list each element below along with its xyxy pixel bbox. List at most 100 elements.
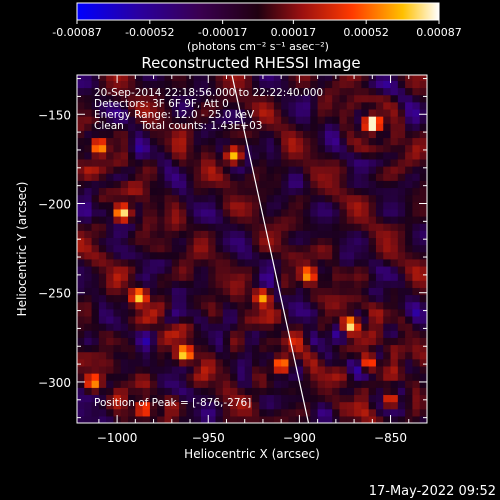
heatmap-cell (390, 144, 399, 153)
heatmap-cell (303, 258, 311, 267)
heatmap-cell (303, 308, 311, 317)
heatmap-cell (397, 237, 406, 246)
x-tick-label: −900 (283, 431, 316, 445)
heatmap-cell (419, 380, 427, 388)
heatmap-cell (171, 415, 180, 423)
heatmap-cell (303, 344, 311, 353)
heatmap-cell (222, 230, 231, 238)
heatmap-cell (237, 415, 246, 423)
heatmap-cell (361, 80, 370, 89)
heatmap-cell (98, 244, 107, 253)
heatmap-cell (266, 294, 275, 303)
heatmap-cell (98, 330, 107, 338)
heatmap-cell (91, 315, 100, 324)
heatmap-cell (397, 273, 406, 281)
heatmap-cell (281, 166, 290, 174)
heatmap-cell (157, 137, 166, 146)
heatmap-cell (200, 144, 209, 153)
heatmap-cell (106, 394, 115, 403)
heatmap-cell (266, 201, 275, 210)
heatmap-cell (171, 401, 180, 410)
heatmap-cell (383, 308, 392, 317)
heatmap-cell (128, 308, 136, 317)
heatmap-cell (222, 108, 231, 117)
heatmap-cell (106, 365, 115, 374)
heatmap-cell (164, 273, 173, 281)
heatmap-cell (419, 194, 427, 203)
heatmap-cell (368, 158, 377, 167)
heatmap-cell (405, 173, 414, 181)
heatmap-cell (237, 408, 246, 417)
heatmap-cell (346, 75, 355, 81)
heatmap-cell (332, 251, 341, 260)
heatmap-cell (98, 315, 107, 324)
heatmap-cell (390, 351, 399, 360)
heatmap-cell (135, 151, 144, 160)
heatmap-cell (375, 130, 384, 139)
heatmap-cell (149, 258, 158, 267)
heatmap-cell (288, 237, 297, 246)
heatmap-cell (390, 344, 399, 353)
heatmap-cell (259, 387, 268, 396)
heatmap-cell (368, 180, 377, 189)
heatmap-cell (179, 116, 187, 124)
heatmap-cell (244, 130, 253, 139)
heatmap-cell (383, 123, 392, 131)
heatmap-cell (317, 180, 326, 189)
heatmap-cell (332, 87, 341, 96)
heatmap-cell (412, 330, 421, 338)
heatmap-cell (149, 101, 158, 110)
heatmap-cell (310, 351, 319, 360)
peak-position-label: Position of Peak = [-876,-276] (94, 397, 252, 409)
heatmap-cell (222, 101, 231, 110)
heatmap-cell (142, 308, 151, 317)
heatmap-cell (259, 123, 268, 131)
heatmap-cell (339, 415, 348, 423)
heatmap-cell (186, 308, 195, 317)
heatmap-cell (295, 108, 304, 117)
heatmap-cell (310, 80, 319, 89)
heatmap-cell (390, 173, 399, 181)
heatmap-cell (324, 251, 333, 260)
heatmap-cell (339, 258, 348, 267)
heatmap-cell (383, 187, 392, 196)
heatmap-cell (149, 273, 158, 281)
heatmap-cell (412, 401, 421, 410)
heatmap-cell (200, 251, 209, 260)
heatmap-cell (252, 101, 260, 110)
heatmap-cell (419, 294, 427, 303)
heatmap-cell (259, 94, 268, 103)
heatmap-cell (179, 94, 187, 103)
heatmap-cell (237, 151, 246, 160)
heatmap-cell (120, 166, 129, 174)
heatmap-cell (98, 237, 107, 246)
heatmap-cell (295, 330, 304, 338)
heatmap-cell (412, 180, 421, 189)
heatmap-cell (419, 280, 427, 288)
heatmap-cell (215, 280, 224, 288)
heatmap-cell (288, 408, 297, 417)
heatmap-cell (390, 187, 399, 196)
heatmap-cell (244, 273, 253, 281)
heatmap-cell (186, 337, 195, 346)
heatmap-cell (84, 180, 93, 189)
heatmap-cell (157, 158, 166, 167)
heatmap-cell (368, 201, 377, 210)
heatmap-cell (113, 387, 122, 396)
heatmap-cell (419, 394, 427, 403)
heatmap-cell (84, 158, 93, 167)
heatmap-cell (375, 223, 384, 231)
heatmap-cell (412, 273, 421, 281)
heatmap-cell (193, 158, 202, 167)
heatmap-cell (244, 287, 253, 296)
heatmap-cell (412, 373, 421, 381)
heatmap-cell (324, 137, 333, 146)
heatmap-cell (295, 344, 304, 353)
heatmap-cell (266, 166, 275, 174)
heatmap-cell (215, 315, 224, 324)
heatmap-cell (368, 108, 377, 117)
heatmap-cell (412, 215, 421, 224)
heatmap-cell (383, 330, 392, 338)
heatmap-cell (113, 365, 122, 374)
heatmap-cell (259, 101, 268, 110)
